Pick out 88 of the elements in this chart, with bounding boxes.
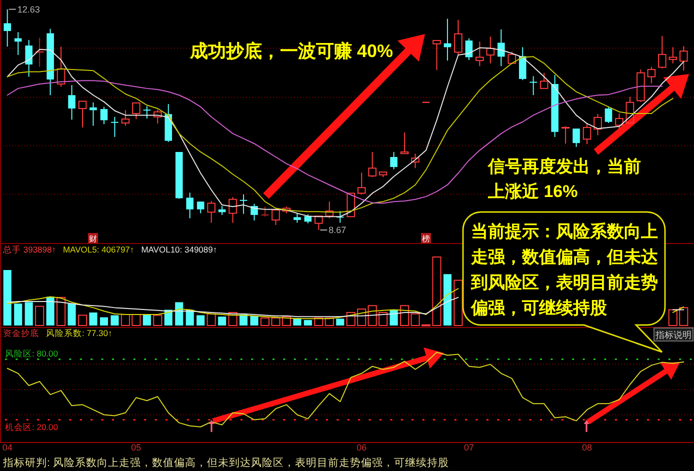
annotation: 当前提示：风险系数向上走强，数值偏高，但未达到风险区，表明目前走势偏强，可继续持股	[470, 222, 659, 318]
bar	[250, 316, 258, 326]
candlestick	[498, 28, 505, 67]
candlestick	[647, 66, 656, 84]
candlestick	[90, 102, 97, 126]
bar	[314, 317, 324, 326]
bar	[304, 320, 312, 326]
candlestick	[454, 19, 462, 56]
candlestick	[411, 153, 420, 169]
candlestick	[100, 106, 108, 125]
candlestick	[346, 192, 356, 218]
candlestick	[486, 36, 495, 64]
candlestick	[658, 36, 666, 69]
bar	[218, 316, 226, 326]
bar	[110, 315, 119, 326]
chart-title: 资金抄底	[3, 328, 39, 338]
candlestick	[272, 209, 280, 226]
bar	[240, 314, 248, 326]
candlestick	[679, 46, 688, 72]
text: MAVOL5: 406797↑	[62, 244, 134, 254]
candlestick	[561, 126, 570, 144]
candlestick	[518, 46, 526, 81]
ref-line-label: 风险区: 80.00	[5, 348, 58, 358]
candlestick	[368, 151, 376, 178]
candlestick	[604, 106, 612, 124]
candlestick	[35, 37, 44, 68]
candlestick	[240, 194, 248, 214]
x-tick-label: 04	[2, 442, 12, 452]
candlestick	[250, 203, 258, 222]
candlestick	[25, 39, 32, 78]
candlestick	[121, 110, 130, 126]
bar	[89, 312, 98, 326]
bar	[153, 314, 162, 326]
candlestick	[196, 201, 204, 214]
bar	[56, 296, 66, 326]
candlestick	[357, 172, 366, 195]
annotation: 8.67	[328, 225, 346, 235]
bar	[68, 304, 76, 326]
candlestick	[56, 46, 66, 88]
bar	[24, 302, 33, 326]
x-tick-label: 08	[582, 442, 592, 452]
candlestick	[207, 200, 216, 224]
candlestick	[111, 116, 118, 138]
bar	[454, 280, 463, 326]
candlestick	[143, 106, 151, 120]
text: 指标研判: 风险系数向上走强，数值偏高，但未到达风险区，表明目前走势偏强，可继续持股	[2, 456, 449, 469]
candlestick	[572, 128, 580, 148]
candlestick	[476, 41, 484, 67]
candlestick	[390, 151, 398, 170]
candlestick	[228, 196, 237, 224]
annotation: 信号再度发出，当前上涨近 16%	[487, 157, 641, 201]
annotation: 成功抄底，一波可赚 40%	[189, 41, 394, 61]
bar	[324, 317, 334, 326]
bar	[196, 315, 205, 326]
ref-line-label: 机会区: 20.00	[5, 422, 58, 432]
candlestick	[530, 76, 537, 96]
bar	[206, 313, 216, 326]
annotation: 指标说明	[654, 330, 692, 340]
bar	[3, 270, 12, 326]
text: 风险系数: 77.30↑	[46, 328, 112, 338]
bar	[400, 305, 410, 326]
candlestick	[325, 201, 334, 219]
bar	[35, 306, 44, 326]
bar	[228, 312, 238, 326]
bar	[142, 314, 151, 326]
annotation: 12.63	[17, 4, 40, 14]
candlestick	[432, 40, 441, 71]
candlestick	[78, 100, 87, 128]
bar	[443, 274, 452, 326]
candlestick	[668, 46, 678, 64]
candlestick	[14, 32, 22, 56]
bar	[78, 314, 88, 326]
candlestick	[68, 84, 76, 120]
candlestick	[4, 8, 12, 48]
candlestick	[400, 132, 409, 154]
x-tick-label: 07	[464, 442, 474, 452]
candlestick	[294, 212, 301, 224]
bar	[46, 296, 54, 326]
bar	[14, 304, 22, 326]
x-tick-label: 06	[356, 442, 367, 452]
text: MAVOL10: 349089↑	[141, 244, 218, 254]
bar	[336, 318, 344, 326]
bar	[100, 317, 108, 326]
series-label: 总手 393898↑	[2, 244, 56, 254]
bar	[175, 302, 184, 326]
x-tick-label: 05	[131, 442, 142, 452]
candlestick	[186, 192, 194, 219]
candlestick	[594, 114, 602, 136]
